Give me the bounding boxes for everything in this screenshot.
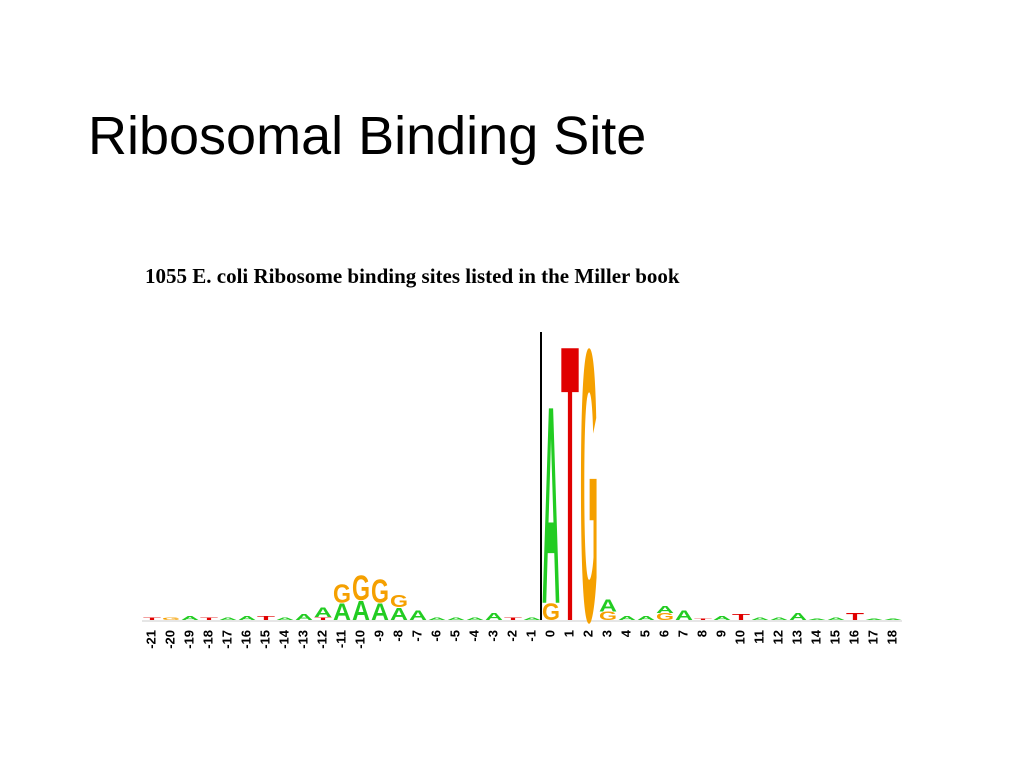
position-label: -5 <box>447 630 462 642</box>
logo-letter: T <box>200 616 218 620</box>
position-label: 1 <box>561 630 576 637</box>
position-label: 5 <box>637 630 652 637</box>
logo-letter: T <box>732 613 750 622</box>
logo-letter: G <box>599 610 617 623</box>
logo-letter: A <box>409 608 427 623</box>
logo-letter: T <box>561 264 579 705</box>
slide-title: Ribosomal Binding Site <box>88 106 646 166</box>
logo-letter: A <box>352 595 370 626</box>
position-label: -13 <box>295 630 310 649</box>
position-label: -4 <box>466 629 481 641</box>
position-label: -14 <box>276 629 291 649</box>
logo-letter: A <box>276 616 294 620</box>
logo-letter: A <box>542 347 560 663</box>
logo-letter: T <box>846 611 864 622</box>
logo-letter: G <box>390 591 408 611</box>
logo-letter: A <box>485 611 503 622</box>
logo-letter: T <box>694 618 712 620</box>
position-label: 14 <box>808 629 823 644</box>
logo-letter: A <box>675 608 693 623</box>
position-label: -19 <box>181 630 196 649</box>
position-label: -20 <box>162 630 177 649</box>
logo-letter: A <box>428 616 446 620</box>
position-label: -9 <box>371 630 386 642</box>
position-label: 12 <box>770 630 785 644</box>
logo-letter: A <box>295 613 313 622</box>
position-label: -18 <box>200 630 215 649</box>
position-label: -21 <box>143 630 158 649</box>
position-label: 2 <box>580 630 595 637</box>
logo-letter: G <box>580 269 598 703</box>
position-label: 16 <box>846 630 861 644</box>
position-label: -8 <box>390 630 405 642</box>
position-label: 6 <box>656 630 671 637</box>
position-label: 3 <box>599 630 614 637</box>
position-label: -11 <box>333 630 348 648</box>
position-label: -15 <box>257 630 272 649</box>
position-label: 18 <box>884 630 899 644</box>
logo-letter: A <box>713 615 731 622</box>
position-label: 15 <box>827 630 842 644</box>
position-label: 4 <box>618 629 633 637</box>
logo-letter: A <box>865 618 883 620</box>
position-label: -6 <box>428 630 443 642</box>
position-label: 8 <box>694 630 709 637</box>
position-label: 10 <box>732 630 747 644</box>
logo-letter: A <box>390 604 408 624</box>
logo-letter: A <box>637 615 655 622</box>
logo-letter: A <box>219 616 237 620</box>
logo-letter: A <box>827 616 845 620</box>
logo-letter: T <box>257 615 275 622</box>
logo-letter: G <box>371 572 389 610</box>
logo-letter: A <box>751 616 769 620</box>
logo-letter: A <box>884 618 902 620</box>
position-label: -1 <box>523 630 538 642</box>
figure-title: 1055 E. coli Ribosome binding sites list… <box>145 264 680 288</box>
logo-letter: A <box>789 611 807 622</box>
logo-letter: G <box>162 616 180 620</box>
logo-letter: A <box>523 616 541 620</box>
position-label: 9 <box>713 630 728 637</box>
position-label: 0 <box>542 630 557 637</box>
logo-letter: A <box>447 616 465 620</box>
logo-letter: T <box>143 616 161 620</box>
logo-letter: T <box>314 616 332 620</box>
position-label: 7 <box>675 630 690 637</box>
logo-letter: A <box>238 615 256 622</box>
logo-letter: A <box>466 616 484 620</box>
logo-letter: A <box>599 596 617 616</box>
position-label: 17 <box>865 630 880 644</box>
position-label: 11 <box>751 630 766 644</box>
logo-letter: G <box>333 580 351 608</box>
logo-letter: G <box>542 599 560 625</box>
logo-letter: G <box>352 568 370 608</box>
logo-letter: G <box>656 611 674 622</box>
position-label: -2 <box>504 630 519 642</box>
logo-letter: A <box>656 604 674 615</box>
position-label: -16 <box>238 630 253 649</box>
logo-letter: A <box>333 599 351 625</box>
logo-letter: A <box>314 605 332 620</box>
logo-letter: A <box>618 615 636 622</box>
position-label: -10 <box>352 630 367 649</box>
logo-letter: A <box>371 599 389 625</box>
position-label: -7 <box>409 630 424 642</box>
logo-letter: A <box>181 615 199 622</box>
position-label: -12 <box>314 630 329 649</box>
logo-letter: A <box>808 618 826 620</box>
position-label: -17 <box>219 630 234 649</box>
logo-letter: A <box>770 616 788 620</box>
logo-letter: T <box>504 616 522 620</box>
position-label: -3 <box>485 630 500 642</box>
position-label: 13 <box>789 630 804 644</box>
